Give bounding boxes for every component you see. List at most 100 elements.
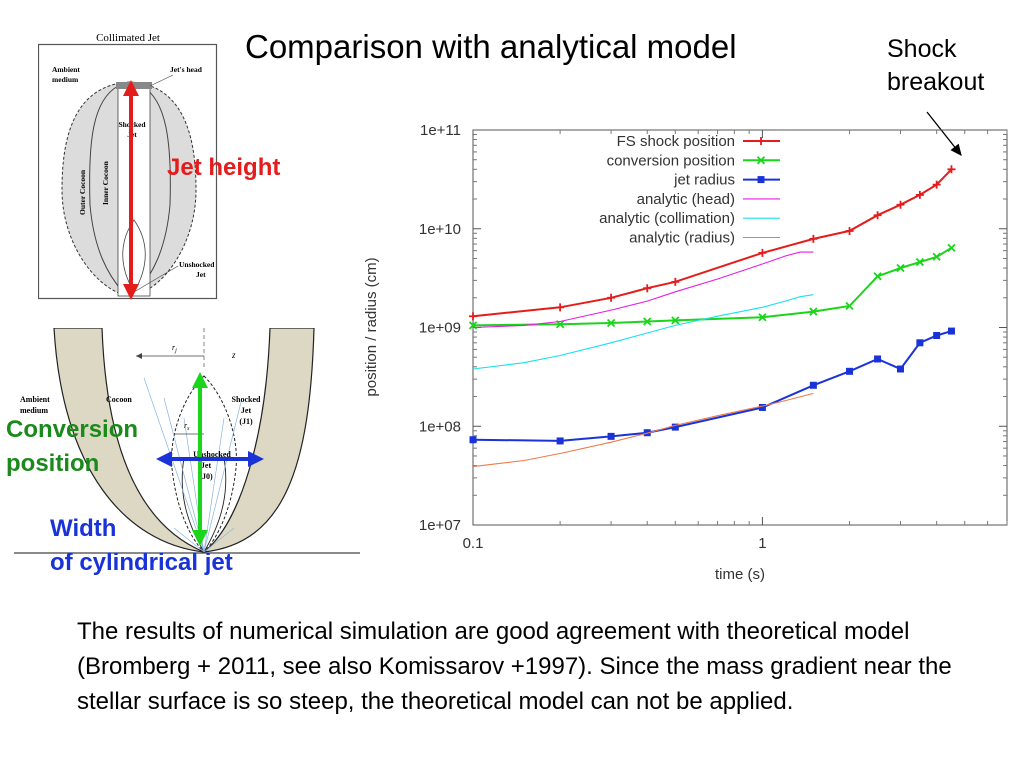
data-point-conversion-position: [643, 317, 652, 326]
series-analytic-collimation: [472, 294, 814, 370]
data-point-jet-radius: [758, 403, 766, 411]
width-label-line-2: of cylindrical jet: [50, 549, 233, 576]
legend-label-jet-radius: jet radius: [673, 172, 735, 189]
data-point-conversion-position: [671, 316, 680, 325]
jet-height-label: Jet height: [167, 154, 281, 181]
shock-breakout-line-2: breakout: [887, 68, 985, 96]
series-fs-shock-position: [469, 165, 956, 321]
data-point-jet-radius: [469, 436, 477, 444]
unshocked-pointer: [133, 265, 179, 293]
legend-label-analytic-radius: analytic (radius): [629, 230, 735, 247]
legend-label-conversion-position: conversion position: [607, 152, 735, 169]
series-line-analytic-head: [472, 251, 814, 329]
unshocked-jet-label-2: Jet: [196, 270, 206, 279]
unshocked-jet-label-1: Unshocked: [193, 450, 231, 459]
y-tick-label: 1e+08: [419, 418, 461, 435]
outer-cocoon-label: Outer Cocoon: [78, 169, 87, 215]
width-arrow: [156, 451, 264, 467]
data-point-jet-radius: [874, 355, 882, 363]
width-label: Width of cylindrical jet: [50, 512, 233, 580]
data-point-jet-radius: [846, 367, 854, 375]
data-point-fs-shock-position: [643, 284, 652, 293]
x-tick-label: 0.1: [463, 535, 484, 552]
data-point-jet-radius: [916, 339, 924, 347]
unshocked-jet-label-3: (J0): [199, 472, 213, 481]
data-point-fs-shock-position: [947, 165, 956, 174]
x-tick-label: 1: [758, 535, 766, 552]
rj-subscript: j: [174, 348, 177, 354]
y-axis-label: position / radius (cm): [363, 257, 380, 396]
legend-marker-fs-shock-position: [757, 137, 765, 145]
shocked-jet-label-2: Jet: [241, 406, 252, 415]
rj-symbol: r: [172, 343, 176, 352]
x-axis-label: time (s): [715, 566, 765, 583]
data-point-conversion-position: [873, 272, 882, 281]
jet-height-arrow: [123, 80, 139, 300]
data-point-conversion-position: [809, 307, 818, 316]
cocoon-label: Cocoon: [106, 395, 132, 404]
legend-marker-conversion-position: [756, 156, 766, 165]
data-point-fs-shock-position: [556, 303, 565, 312]
series-line-jet-radius: [472, 330, 952, 442]
rs-subscript: s: [187, 426, 190, 432]
ambient-label-1: Ambient: [20, 395, 50, 404]
width-label-line-1: Width: [50, 515, 117, 542]
collimated-jet-diagram: Collimated Jet Ambient medium Jet's head…: [38, 32, 218, 300]
shocked-jet-label-1: Shocked: [232, 395, 261, 404]
data-point-conversion-position: [845, 301, 854, 311]
legend-label-analytic-head: analytic (head): [637, 191, 735, 208]
data-point-fs-shock-position: [607, 293, 616, 302]
shock-breakout-label: Shock breakout: [887, 33, 984, 99]
series-conversion-position: [468, 243, 956, 330]
y-tick-label: 1e+07: [419, 517, 461, 534]
comparison-chart: 1e+07 1e+08 1e+09 1e+10 1e+11 0.1 1 FS shock p…: [363, 122, 1008, 583]
data-point-jet-radius: [933, 331, 941, 339]
data-point-jet-radius: [897, 365, 905, 373]
data-point-conversion-position: [947, 243, 956, 253]
rj-label: rj: [172, 343, 177, 354]
ambient-label-1: Ambient: [52, 65, 80, 74]
body-paragraph: The results of numerical simulation are …: [77, 618, 952, 715]
data-point-jet-radius: [556, 437, 564, 445]
data-point-jet-radius: [607, 432, 615, 440]
data-point-fs-shock-position: [896, 200, 905, 209]
inner-shock-right: [203, 457, 227, 553]
head-pointer: [149, 74, 174, 87]
inner-cocoon-label: Inner Cocoon: [101, 160, 110, 205]
data-point-fs-shock-position: [671, 277, 680, 286]
annotation-arrows: [156, 372, 264, 546]
shocked-jet-label-3: (J1): [239, 417, 253, 426]
plot-frame: [472, 129, 1008, 526]
conversion-position-label: Conversion position: [6, 413, 138, 481]
unshocked-jet-label-1: Unshocked: [179, 260, 215, 269]
conversion-label-line-1: Conversion: [6, 416, 139, 443]
rs-label: rs: [184, 421, 190, 432]
data-point-fs-shock-position: [809, 234, 818, 243]
chart-series-group: [468, 165, 956, 468]
data-point-conversion-position: [896, 263, 905, 273]
unshocked-jet-label-2: Jet: [201, 461, 212, 470]
jets-head-label: Jet's head: [170, 65, 203, 74]
ambient-label-2: medium: [20, 406, 48, 415]
conversion-label-line-2: position: [6, 450, 100, 477]
data-point-conversion-position: [606, 318, 616, 328]
slide-title: Comparison with analytical model: [245, 28, 737, 65]
series-jet-radius: [469, 327, 955, 445]
legend-marker-jet-radius: [757, 176, 765, 184]
series-analytic-radius: [472, 392, 814, 468]
data-point-fs-shock-position: [873, 211, 882, 220]
data-point-jet-radius: [947, 327, 955, 335]
cocoon-contour-right: [136, 85, 171, 293]
series-line-analytic-collimation: [472, 294, 814, 370]
streamlines: [143, 377, 243, 553]
data-point-fs-shock-position: [915, 190, 924, 199]
y-tick-label: 1e+11: [420, 122, 461, 139]
data-point-fs-shock-position: [469, 312, 477, 321]
rs-symbol: r: [184, 421, 188, 430]
data-point-conversion-position: [758, 313, 767, 322]
jets-head-cap: [116, 82, 152, 89]
jet-structure-diagram: rj rs z Ambient medium Cocoon Shocked Je…: [14, 328, 360, 554]
data-point-conversion-position: [932, 252, 941, 261]
legend-label-fs-shock-position: FS shock position: [617, 133, 735, 150]
z-axis-label: z: [231, 350, 236, 360]
